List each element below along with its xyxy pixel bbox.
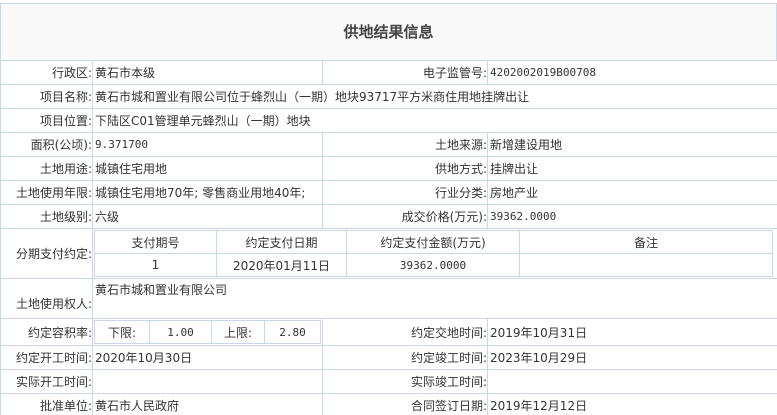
- table-cell: 2020年01月11日: [216, 253, 347, 277]
- plot-ratio-cell: 下限: 1.00 上限: 2.80: [92, 318, 323, 346]
- field-label: 行业分类:: [322, 180, 488, 205]
- table-row: 分期支付约定: 支付期号 约定支付日期 约定支付金额(万元) 备注 1 2020年01月…: [0, 228, 777, 279]
- field-value: 39362.0000: [487, 204, 777, 229]
- table-row: 批准单位: 黄石市人民政府 合同签订日期: 2019年12月12日: [0, 393, 777, 415]
- table-row: 约定开工时间: 2020年10月30日 约定竣工时间: 2023年10月29日: [0, 345, 777, 370]
- field-label: 约定竣工时间:: [322, 345, 488, 370]
- field-label: 土地级别:: [0, 204, 93, 229]
- field-value: 城镇住宅用地70年; 零售商业用地40年;: [92, 180, 323, 205]
- field-value: 黄石市人民政府: [92, 393, 323, 415]
- field-label: 项目名称:: [0, 84, 93, 109]
- page-title: 供地结果信息: [0, 3, 777, 61]
- column-header: 支付期号: [94, 230, 217, 254]
- field-value: [487, 369, 777, 394]
- table-row: 实际开工时间: 实际竣工时间:: [0, 369, 777, 394]
- table-cell: [519, 253, 773, 277]
- field-label: 合同签订日期:: [322, 393, 488, 415]
- column-header: 约定支付日期: [216, 230, 347, 254]
- field-label: 土地使用年限:: [0, 180, 93, 205]
- field-value: 黄石市城和置业有限公司位于蜂烈山（一期）地块93717平方米商住用地挂牌出让: [92, 84, 777, 109]
- field-value: 黄石市本级: [92, 60, 323, 85]
- field-label: 约定容积率:: [0, 318, 93, 346]
- field-label: 分期支付约定:: [0, 228, 93, 279]
- table-row: 项目名称: 黄石市城和置业有限公司位于蜂烈山（一期）地块93717平方米商住用地挂…: [0, 84, 777, 109]
- field-value: [92, 369, 323, 394]
- field-value: 2019年12月12日: [487, 393, 777, 415]
- table-row: 土地使用权人: 黄石市城和置业有限公司: [0, 278, 777, 319]
- field-label: 面积(公顷):: [0, 132, 93, 157]
- field-value: 2019年10月31日: [487, 318, 777, 346]
- field-label: 约定开工时间:: [0, 345, 93, 370]
- field-label: 行政区:: [0, 60, 93, 85]
- table-row: 土地用途: 城镇住宅用地 供地方式: 挂牌出让: [0, 156, 777, 181]
- upper-label: 上限:: [211, 320, 265, 344]
- table-row: 项目位置: 下陆区C01管理单元蜂烈山（一期）地块: [0, 108, 777, 133]
- table-row: 土地级别: 六级 成交价格(万元): 39362.0000: [0, 204, 777, 229]
- field-value: 六级: [92, 204, 323, 229]
- installment-row: 1 2020年01月11日 39362.0000: [94, 253, 773, 277]
- field-value: 挂牌出让: [487, 156, 777, 181]
- column-header: 备注: [519, 230, 773, 254]
- field-label: 土地来源:: [322, 132, 488, 157]
- field-label: 土地用途:: [0, 156, 93, 181]
- table-row: 面积(公顷): 9.371700 土地来源: 新增建设用地: [0, 132, 777, 157]
- table-cell: 39362.0000: [346, 253, 520, 277]
- field-value: 新增建设用地: [487, 132, 777, 157]
- table-cell: 1: [94, 253, 217, 277]
- installment-cell: 支付期号 约定支付日期 约定支付金额(万元) 备注 1 2020年01月11日 39362…: [92, 228, 777, 279]
- field-value: 黄石市城和置业有限公司: [92, 278, 777, 319]
- table-row: 土地使用年限: 城镇住宅用地70年; 零售商业用地40年; 行业分类: 房地产业: [0, 180, 777, 205]
- table-row: 行政区: 黄石市本级 电子监管号: 4202002019B00708: [0, 60, 777, 85]
- field-value: 房地产业: [487, 180, 777, 205]
- lower-label: 下限:: [94, 320, 150, 344]
- field-label: 实际开工时间:: [0, 369, 93, 394]
- field-label: 项目位置:: [0, 108, 93, 133]
- field-label: 约定交地时间:: [322, 318, 488, 346]
- field-label: 电子监管号:: [322, 60, 488, 85]
- field-value: 2020年10月30日: [92, 345, 323, 370]
- lower-value: 1.00: [149, 320, 212, 344]
- field-value: 2023年10月29日: [487, 345, 777, 370]
- field-label: 批准单位:: [0, 393, 93, 415]
- field-value: 城镇住宅用地: [92, 156, 323, 181]
- column-header: 约定支付金额(万元): [346, 230, 520, 254]
- upper-value: 2.80: [264, 320, 321, 344]
- field-value: 4202002019B00708: [487, 60, 777, 85]
- field-label: 实际竣工时间:: [322, 369, 488, 394]
- field-label: 土地使用权人:: [0, 278, 93, 319]
- field-value: 9.371700: [92, 132, 323, 157]
- table-row: 约定容积率: 下限: 1.00 上限: 2.80 约定交地时间: 2019年10月31日: [0, 318, 777, 346]
- plot-ratio-table: 下限: 1.00 上限: 2.80: [94, 320, 321, 344]
- field-label: 成交价格(万元):: [322, 204, 488, 229]
- installment-header-row: 支付期号 约定支付日期 约定支付金额(万元) 备注: [94, 230, 773, 254]
- land-info-table: 行政区: 黄石市本级 电子监管号: 4202002019B00708 项目名称: 黄石市…: [0, 60, 777, 415]
- field-label: 供地方式:: [322, 156, 488, 181]
- installment-table: 支付期号 约定支付日期 约定支付金额(万元) 备注 1 2020年01月11日 39362…: [94, 230, 773, 277]
- field-value: 下陆区C01管理单元蜂烈山（一期）地块: [92, 108, 777, 133]
